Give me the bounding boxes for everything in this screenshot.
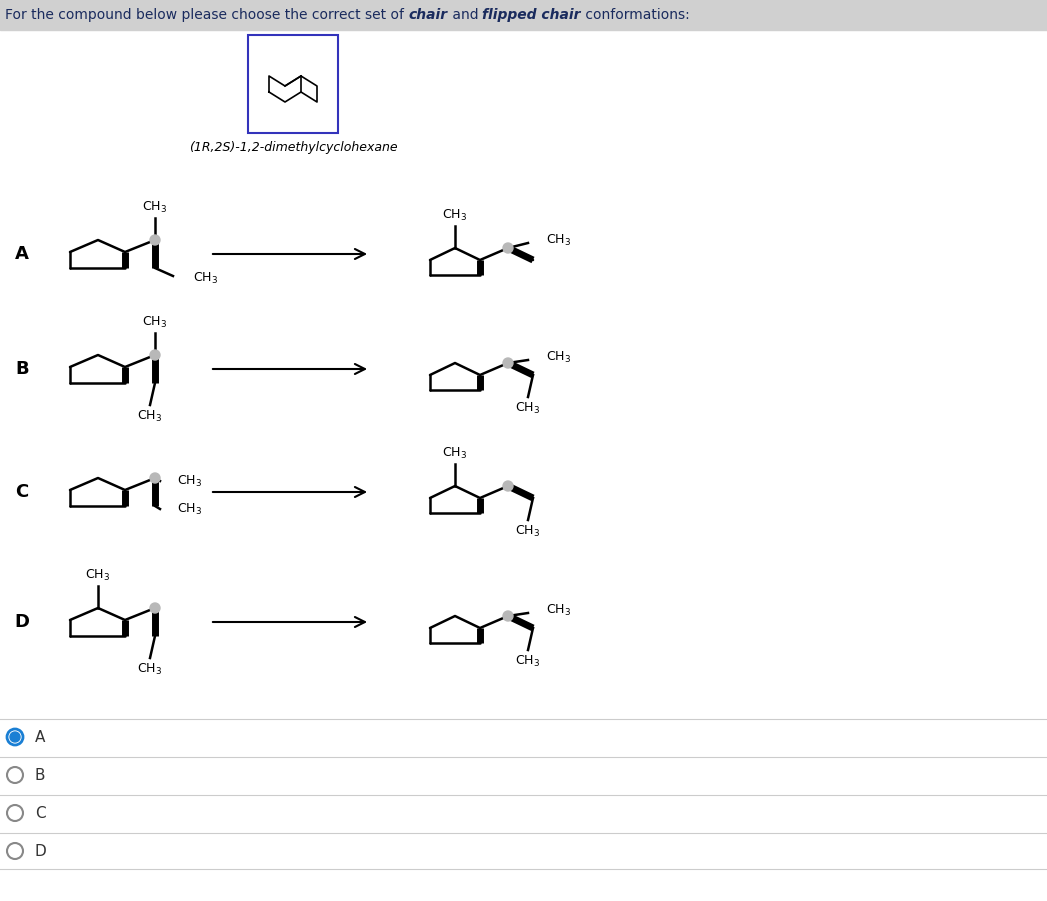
Text: D: D — [35, 843, 47, 859]
Circle shape — [503, 481, 513, 491]
Text: A: A — [15, 245, 29, 263]
Bar — [248, 35, 338, 133]
Text: $\mathregular{CH_3}$: $\mathregular{CH_3}$ — [545, 350, 571, 365]
Text: $\mathregular{CH_3}$: $\mathregular{CH_3}$ — [515, 523, 540, 539]
Circle shape — [503, 243, 513, 253]
Text: $\mathregular{CH_3}$: $\mathregular{CH_3}$ — [177, 473, 202, 488]
Text: (1R,2S)-1,2-dimethylcyclohexane: (1R,2S)-1,2-dimethylcyclohexane — [188, 141, 397, 153]
Circle shape — [150, 473, 160, 483]
Text: B: B — [16, 360, 29, 378]
Circle shape — [150, 603, 160, 613]
Text: $\mathregular{CH_3}$: $\mathregular{CH_3}$ — [137, 408, 162, 423]
Text: $\mathregular{CH_3}$: $\mathregular{CH_3}$ — [545, 232, 571, 248]
Circle shape — [10, 732, 20, 742]
Text: $\mathregular{CH_3}$: $\mathregular{CH_3}$ — [193, 270, 218, 286]
Text: and: and — [447, 8, 483, 22]
Text: C: C — [35, 805, 46, 821]
Text: chair: chair — [408, 8, 447, 22]
Text: $\mathregular{CH_3}$: $\mathregular{CH_3}$ — [86, 568, 111, 583]
Text: flipped chair: flipped chair — [483, 8, 581, 22]
Circle shape — [503, 358, 513, 368]
Bar — [0, 0, 1047, 30]
Text: $\mathregular{CH_3}$: $\mathregular{CH_3}$ — [142, 199, 168, 214]
Text: $\mathregular{CH_3}$: $\mathregular{CH_3}$ — [177, 502, 202, 516]
Text: A: A — [35, 730, 45, 744]
Text: $\mathregular{CH_3}$: $\mathregular{CH_3}$ — [515, 653, 540, 669]
Circle shape — [503, 611, 513, 621]
Circle shape — [150, 235, 160, 245]
Circle shape — [150, 350, 160, 360]
Text: $\mathregular{CH_3}$: $\mathregular{CH_3}$ — [515, 400, 540, 415]
Text: conformations:: conformations: — [581, 8, 690, 22]
Text: B: B — [35, 768, 45, 782]
Text: For the compound below please choose the correct set of: For the compound below please choose the… — [5, 8, 408, 22]
Text: D: D — [15, 613, 29, 631]
Text: $\mathregular{CH_3}$: $\mathregular{CH_3}$ — [443, 445, 468, 460]
Text: $\mathregular{CH_3}$: $\mathregular{CH_3}$ — [545, 603, 571, 617]
Text: $\mathregular{CH_3}$: $\mathregular{CH_3}$ — [142, 314, 168, 330]
Text: C: C — [16, 483, 28, 501]
Text: $\mathregular{CH_3}$: $\mathregular{CH_3}$ — [443, 207, 468, 223]
Text: $\mathregular{CH_3}$: $\mathregular{CH_3}$ — [137, 661, 162, 677]
